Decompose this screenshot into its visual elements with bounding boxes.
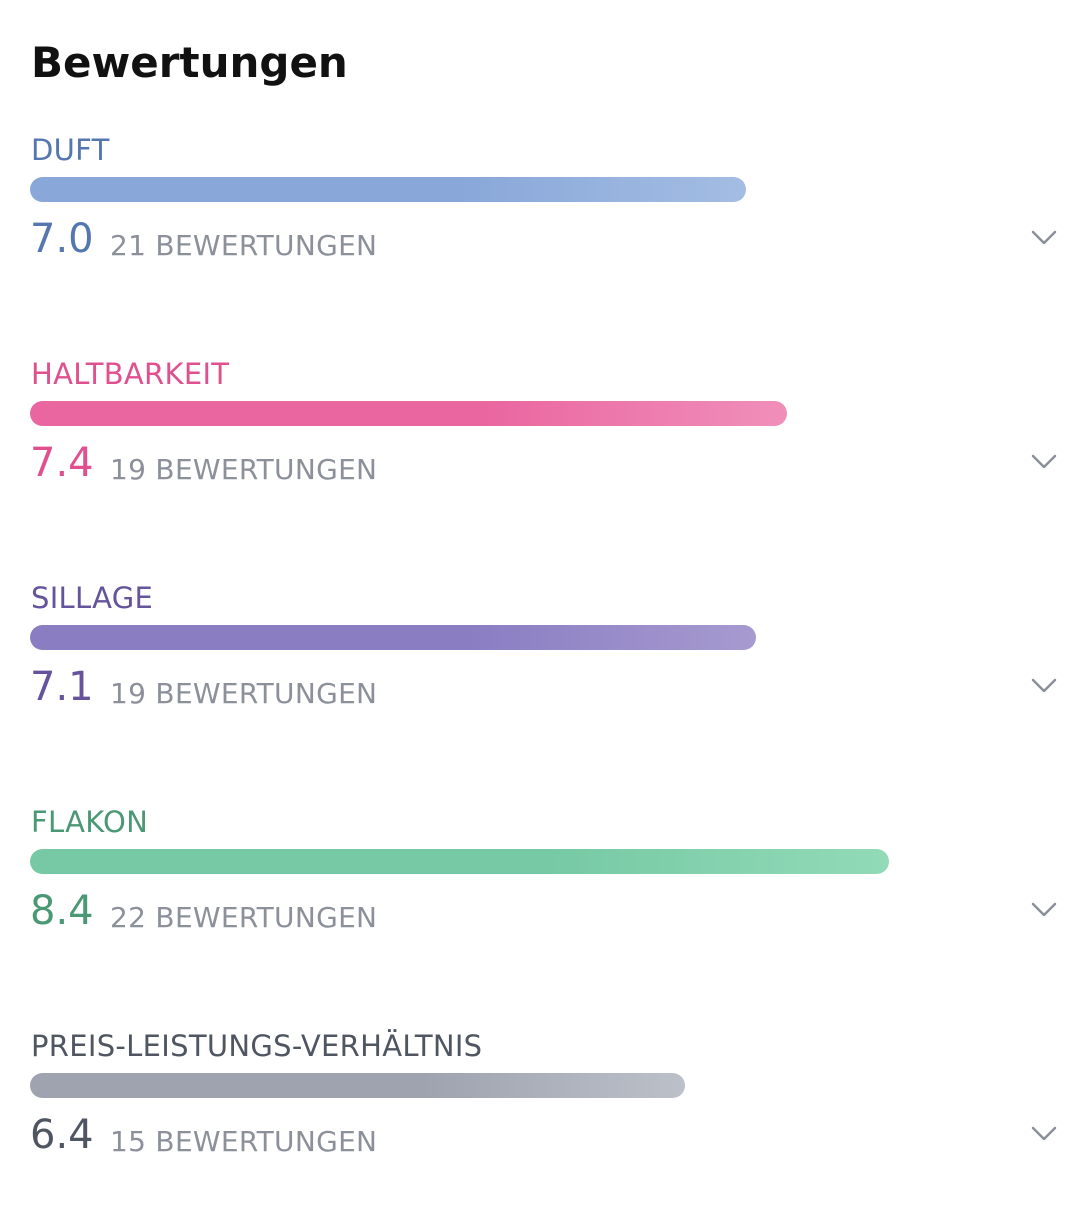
rating-count: 22 BEWERTUNGEN <box>110 901 378 934</box>
rating-label: HALTBARKEIT <box>31 357 230 391</box>
bar-track <box>30 1073 1053 1098</box>
rating-item: SILLAGE 7.1 19 BEWERTUNGEN <box>0 581 1090 781</box>
rating-score: 7.0 <box>30 216 94 262</box>
expand-chevron[interactable] <box>1030 677 1058 699</box>
chevron-icon <box>1031 902 1057 917</box>
bar-track <box>30 401 1053 426</box>
rating-score: 6.4 <box>30 1112 94 1158</box>
chevron-icon <box>1031 454 1057 469</box>
bar-track <box>30 625 1053 650</box>
rating-count: 19 BEWERTUNGEN <box>110 453 378 486</box>
rating-item: DUFT 7.0 21 BEWERTUNGEN <box>0 133 1090 333</box>
expand-chevron[interactable] <box>1030 453 1058 475</box>
section-title: Bewertungen <box>31 38 348 87</box>
bar-track <box>30 177 1053 202</box>
rating-bar <box>30 625 757 650</box>
rating-score: 7.1 <box>30 664 94 710</box>
chevron-icon <box>1031 678 1057 693</box>
rating-item: FLAKON 8.4 22 BEWERTUNGEN <box>0 805 1090 1005</box>
rating-item: PREIS-LEISTUNGS-VERHÄLTNIS 6.4 15 BEWERTUN… <box>0 1029 1090 1229</box>
expand-chevron[interactable] <box>1030 1125 1058 1147</box>
expand-chevron[interactable] <box>1030 901 1058 923</box>
rating-score: 8.4 <box>30 888 94 934</box>
rating-bar <box>30 177 747 202</box>
chevron-icon <box>1031 1126 1057 1141</box>
rating-label: SILLAGE <box>31 581 154 615</box>
rating-bar <box>30 849 890 874</box>
rating-count: 19 BEWERTUNGEN <box>110 677 378 710</box>
rating-count: 21 BEWERTUNGEN <box>110 229 378 262</box>
rating-label: DUFT <box>31 133 110 167</box>
rating-score: 7.4 <box>30 440 94 486</box>
rating-label: FLAKON <box>31 805 149 839</box>
page: Bewertungen html, body { margin: 0; padd… <box>0 38 1090 1158</box>
chevron-icon <box>1031 230 1057 245</box>
rating-bar <box>30 1073 685 1098</box>
rating-count: 15 BEWERTUNGEN <box>110 1125 378 1158</box>
rating-item: HALTBARKEIT 7.4 19 BEWERTUNGEN <box>0 357 1090 557</box>
rating-bar <box>30 401 788 426</box>
rating-label: PREIS-LEISTUNGS-VERHÄLTNIS <box>31 1029 483 1063</box>
bar-track <box>30 849 1053 874</box>
expand-chevron[interactable] <box>1030 229 1058 251</box>
body: {"title": "Bewertungen", "xlim": [0, 10]… <box>0 38 1090 1158</box>
